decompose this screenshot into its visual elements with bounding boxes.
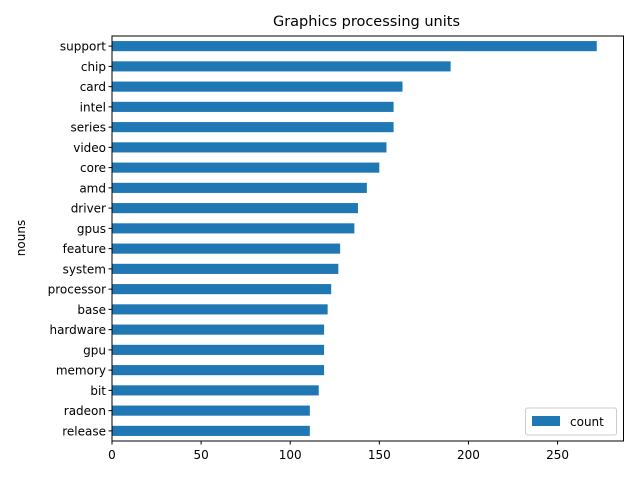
y-tick-label-gpu: gpu bbox=[83, 343, 106, 357]
legend-swatch bbox=[532, 416, 560, 426]
bar-radeon bbox=[112, 405, 310, 416]
y-axis-label: nouns bbox=[14, 220, 28, 256]
y-tick-label-chip: chip bbox=[81, 60, 106, 74]
y-tick-label-hardware: hardware bbox=[49, 323, 106, 337]
legend-label: count bbox=[570, 415, 604, 429]
bar-video bbox=[112, 142, 387, 153]
bar-support bbox=[112, 41, 597, 52]
bar-system bbox=[112, 263, 339, 274]
legend[interactable]: count bbox=[525, 407, 617, 436]
bar-base bbox=[112, 304, 328, 315]
y-tick-label-amd: amd bbox=[79, 181, 106, 195]
y-tick-label-base: base bbox=[77, 303, 106, 317]
x-ticks-group: 0 50 100 150 200 250 bbox=[108, 441, 569, 462]
bar-bit bbox=[112, 385, 319, 396]
bar-gpus bbox=[112, 223, 355, 234]
bar-feature bbox=[112, 243, 341, 254]
y-tick-label-release: release bbox=[62, 424, 106, 438]
bar-release bbox=[112, 425, 310, 436]
y-tick-label-memory: memory bbox=[56, 364, 106, 378]
y-tick-label-core: core bbox=[80, 161, 106, 175]
y-ticks-group: support chip card intel series video core amd dr… bbox=[48, 40, 112, 438]
y-tick-label-support: support bbox=[60, 40, 106, 54]
bar-processor bbox=[112, 284, 332, 295]
bar-amd bbox=[112, 182, 367, 193]
plot-frame bbox=[111, 35, 624, 442]
y-tick-label-driver: driver bbox=[71, 202, 106, 216]
x-tick-label-0: 0 bbox=[108, 448, 116, 462]
legend-box bbox=[525, 407, 617, 436]
y-tick-label-series: series bbox=[70, 121, 106, 135]
x-tick-label-100: 100 bbox=[279, 448, 302, 462]
bar-series bbox=[112, 122, 394, 133]
y-tick-label-video: video bbox=[73, 141, 106, 155]
bar-driver bbox=[112, 203, 358, 214]
y-tick-label-system: system bbox=[63, 262, 106, 276]
bar-core bbox=[112, 162, 380, 173]
y-tick-label-bit: bit bbox=[90, 384, 106, 398]
y-tick-label-feature: feature bbox=[63, 242, 106, 256]
bar-hardware bbox=[112, 324, 325, 335]
y-tick-label-card: card bbox=[80, 80, 106, 94]
bar-gpu bbox=[112, 344, 325, 355]
y-tick-label-radeon: radeon bbox=[64, 404, 106, 418]
bar-chip bbox=[112, 61, 451, 72]
x-tick-label-50: 50 bbox=[193, 448, 208, 462]
y-tick-label-gpus: gpus bbox=[77, 222, 106, 236]
bar-memory bbox=[112, 365, 325, 376]
bar-intel bbox=[112, 101, 394, 112]
x-tick-label-150: 150 bbox=[368, 448, 391, 462]
y-tick-label-intel: intel bbox=[80, 100, 106, 114]
bar-card bbox=[112, 81, 403, 92]
y-tick-label-processor: processor bbox=[48, 283, 106, 297]
chart-title: Graphics processing units bbox=[273, 14, 460, 30]
x-tick-label-250: 250 bbox=[546, 448, 569, 462]
x-tick-label-200: 200 bbox=[457, 448, 480, 462]
bars-group bbox=[112, 41, 597, 436]
